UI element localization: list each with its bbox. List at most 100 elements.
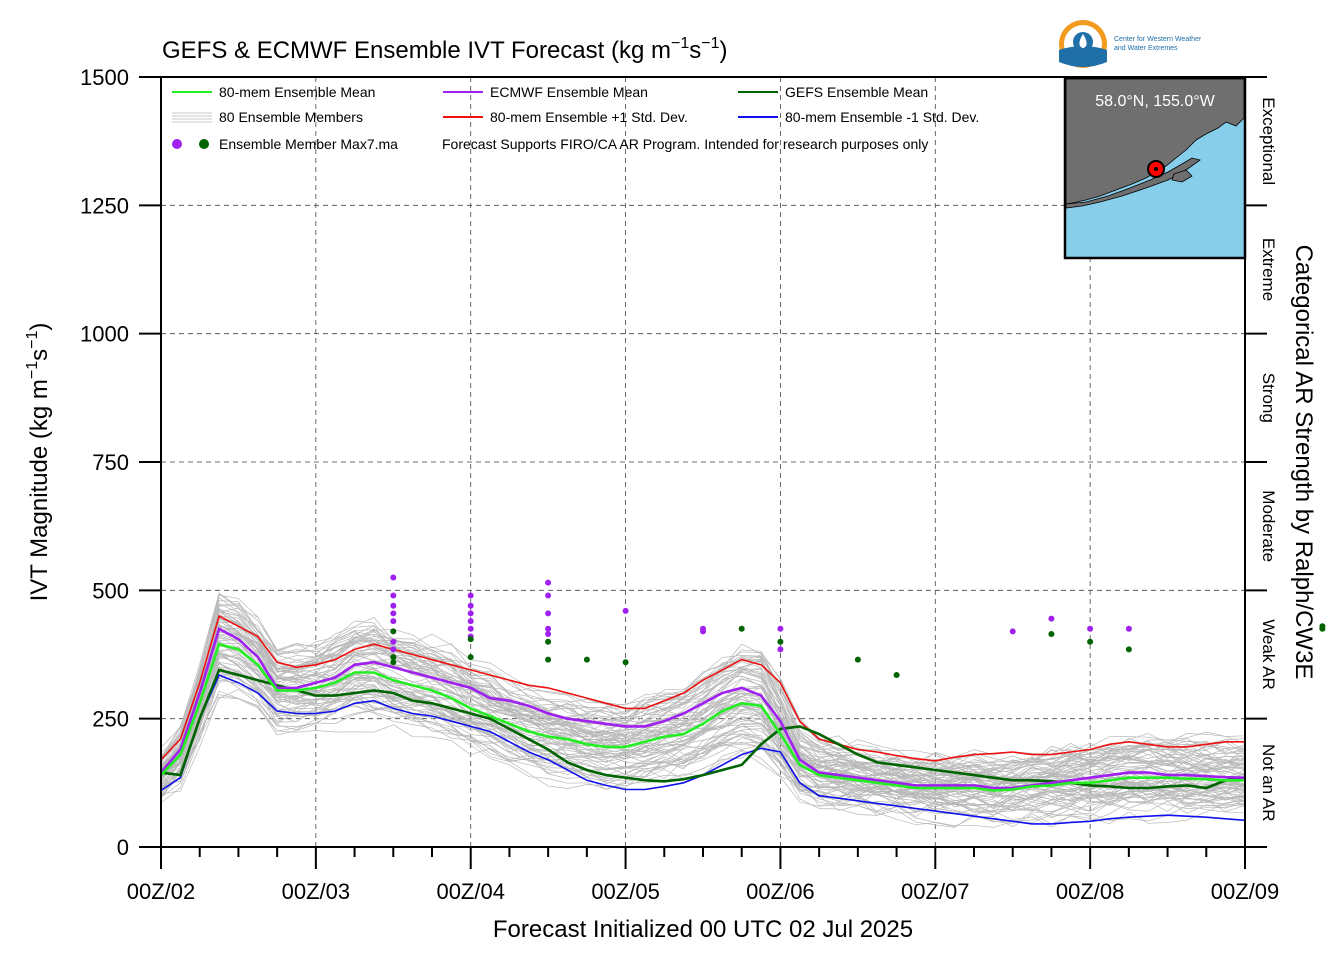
ensemble-member-line xyxy=(160,610,1246,795)
x-tick-label: 00Z/02 xyxy=(127,879,196,904)
y-tick-label: 750 xyxy=(92,450,129,475)
ensemble-member-line xyxy=(160,624,1246,795)
gefs-max-point xyxy=(1048,631,1055,637)
ensemble-member-line xyxy=(160,615,1246,767)
x-tick-label: 00Z/08 xyxy=(1056,879,1125,904)
ecmwf-max-point xyxy=(545,631,552,637)
ecmwf-max-point xyxy=(545,579,552,586)
ensemble-member-line xyxy=(160,670,1246,812)
inset-peninsula xyxy=(1065,157,1201,209)
series-line-plus-std xyxy=(160,614,1245,762)
ensemble-member-line xyxy=(160,652,1246,807)
legend-label-max-points: Ensemble Member Max7.ma xyxy=(219,136,398,152)
ensemble-member-line xyxy=(160,635,1246,800)
legend-note: Forecast Supports FIRO/CA AR Program. In… xyxy=(442,136,928,152)
gefs-max-point xyxy=(777,638,784,645)
ensemble-member-line xyxy=(160,621,1246,791)
cw3e-logo: Center for Western Weather and Water Ext… xyxy=(1059,20,1202,68)
ecmwf-max-point xyxy=(390,602,397,609)
ecmwf-max-point xyxy=(545,610,552,617)
ecmwf-max-point xyxy=(467,592,474,599)
ecmwf-max-point xyxy=(467,625,474,632)
x-tick-label: 00Z/06 xyxy=(746,879,815,904)
ensemble-member-line xyxy=(160,611,1246,774)
ecmwf-max-point xyxy=(390,618,397,625)
ensemble-member-lines xyxy=(160,592,1246,828)
ensemble-member-line xyxy=(160,669,1246,816)
gefs-max-point xyxy=(390,654,397,661)
legend-label-minus-std: 80-mem Ensemble -1 Std. Dev. xyxy=(785,109,979,125)
category-label: Weak AR xyxy=(1259,619,1278,690)
x-tick-label: 00Z/03 xyxy=(282,879,351,904)
ensemble-member-line xyxy=(160,630,1246,791)
gefs-max-point xyxy=(467,636,474,643)
ecmwf-max-point xyxy=(390,610,397,617)
gefs-max-point xyxy=(1125,646,1132,653)
ensemble-member-line xyxy=(160,666,1246,802)
legend-dot-ecmwf-icon xyxy=(172,139,182,149)
legend-label-members: 80 Ensemble Members xyxy=(219,109,363,125)
gefs-max-point xyxy=(390,659,397,666)
ecmwf-max-point xyxy=(1009,628,1016,635)
gefs-max-point xyxy=(545,638,552,645)
gefs-max-point xyxy=(583,656,590,663)
category-label: Extreme xyxy=(1259,238,1278,301)
ensemble-member-line xyxy=(160,694,1246,828)
y-tick-label: 500 xyxy=(92,578,129,603)
ensemble-member-line xyxy=(160,662,1246,812)
ensemble-member-line xyxy=(160,679,1246,828)
ecmwf-max-point xyxy=(390,638,397,645)
inset-island xyxy=(1171,169,1193,183)
ecmwf-max-point xyxy=(390,592,397,599)
legend-label-plus-std: 80-mem Ensemble +1 Std. Dev. xyxy=(490,109,688,125)
x-tick-label: 00Z/04 xyxy=(436,879,505,904)
ensemble-member-line xyxy=(160,666,1246,804)
right-axis-label: Categorical AR Strength by Ralph/CW3E xyxy=(1290,245,1317,680)
ecmwf-max-point xyxy=(390,574,397,581)
category-label: Moderate xyxy=(1259,490,1278,562)
x-tick-label: 00Z/09 xyxy=(1211,879,1280,904)
ecmwf-max-point xyxy=(777,625,784,632)
legend-swatch-members xyxy=(172,112,212,123)
ecmwf-max-point xyxy=(777,646,784,653)
legend-label-gefs-mean: GEFS Ensemble Mean xyxy=(785,84,928,100)
ecmwf-max-point xyxy=(700,628,706,635)
x-axis-label: Forecast Initialized 00 UTC 02 Jul 2025 xyxy=(493,916,913,943)
category-label: Strong xyxy=(1259,373,1278,423)
legend: 80-mem Ensemble Mean ECMWF Ensemble Mean… xyxy=(172,84,979,152)
x-tick-label: 00Z/05 xyxy=(591,879,660,904)
y-tick-label: 1250 xyxy=(80,193,129,218)
ecmwf-max-point xyxy=(467,602,474,609)
gefs-max-point xyxy=(1087,638,1094,645)
legend-dot-gefs-icon xyxy=(199,139,209,149)
ecmwf-max-point xyxy=(390,646,397,653)
ensemble-member-line xyxy=(160,623,1246,797)
ecmwf-max-point xyxy=(545,592,552,599)
inset-location-label: 58.0°N, 155.0°W xyxy=(1095,93,1215,110)
inset-land xyxy=(1065,78,1245,205)
gefs-max-point xyxy=(622,659,629,666)
ecmwf-max-point xyxy=(1087,625,1094,632)
summary-series xyxy=(160,614,1246,825)
y-tick-label: 1500 xyxy=(80,65,129,90)
legend-label-ens-mean: 80-mem Ensemble Mean xyxy=(219,84,375,100)
ensemble-member-line xyxy=(160,649,1246,806)
ensemble-member-line xyxy=(160,608,1246,781)
gefs-max-point xyxy=(738,625,745,632)
gefs-max-point xyxy=(854,656,861,663)
axes: 0 250 500 750 1000 1250 1500 00Z/02 00Z/03 00Z/04… xyxy=(80,65,1279,904)
x-tick-label: 00Z/07 xyxy=(901,879,970,904)
logo-text-line2: and Water Extremes xyxy=(1114,45,1178,52)
ecmwf-max-point xyxy=(1125,625,1132,632)
series-line-ecmwf-mean xyxy=(160,626,1246,790)
location-inset-map: 58.0°N, 155.0°W xyxy=(1063,76,1247,260)
gefs-max-point xyxy=(390,628,397,635)
ensemble-member-line xyxy=(160,636,1246,794)
category-label: Exceptional xyxy=(1259,97,1278,185)
gefs-max-point xyxy=(1319,625,1326,632)
gefs-max-point xyxy=(545,656,552,663)
ensemble-member-line xyxy=(160,645,1246,800)
series-line-ens-mean xyxy=(160,642,1245,792)
y-tick-label: 1000 xyxy=(80,322,129,347)
ensemble-member-line xyxy=(160,653,1246,806)
